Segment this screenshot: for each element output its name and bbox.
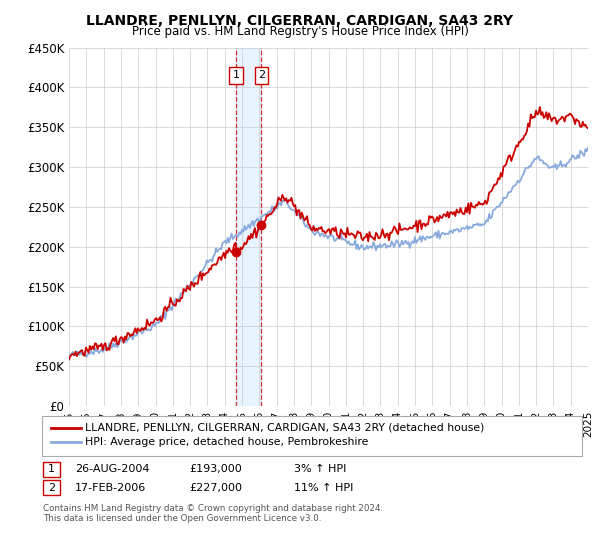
Text: 2: 2 xyxy=(258,71,265,81)
Text: 1: 1 xyxy=(232,71,239,81)
Text: HPI: Average price, detached house, Pembrokeshire: HPI: Average price, detached house, Pemb… xyxy=(85,437,368,447)
Bar xyxy=(236,48,262,406)
Text: 17-FEB-2006: 17-FEB-2006 xyxy=(75,483,146,493)
Text: £227,000: £227,000 xyxy=(189,483,242,493)
Text: 26-AUG-2004: 26-AUG-2004 xyxy=(75,464,149,474)
Text: 3% ↑ HPI: 3% ↑ HPI xyxy=(294,464,346,474)
Text: LLANDRE, PENLLYN, CILGERRAN, CARDIGAN, SA43 2RY (detached house): LLANDRE, PENLLYN, CILGERRAN, CARDIGAN, S… xyxy=(85,423,485,433)
Text: 1: 1 xyxy=(48,464,55,474)
Text: Contains HM Land Registry data © Crown copyright and database right 2024.
This d: Contains HM Land Registry data © Crown c… xyxy=(43,504,383,524)
Text: 2: 2 xyxy=(48,483,55,493)
Text: 11% ↑ HPI: 11% ↑ HPI xyxy=(294,483,353,493)
Text: LLANDRE, PENLLYN, CILGERRAN, CARDIGAN, SA43 2RY: LLANDRE, PENLLYN, CILGERRAN, CARDIGAN, S… xyxy=(86,14,514,28)
Text: Price paid vs. HM Land Registry's House Price Index (HPI): Price paid vs. HM Land Registry's House … xyxy=(131,25,469,38)
Text: £193,000: £193,000 xyxy=(189,464,242,474)
